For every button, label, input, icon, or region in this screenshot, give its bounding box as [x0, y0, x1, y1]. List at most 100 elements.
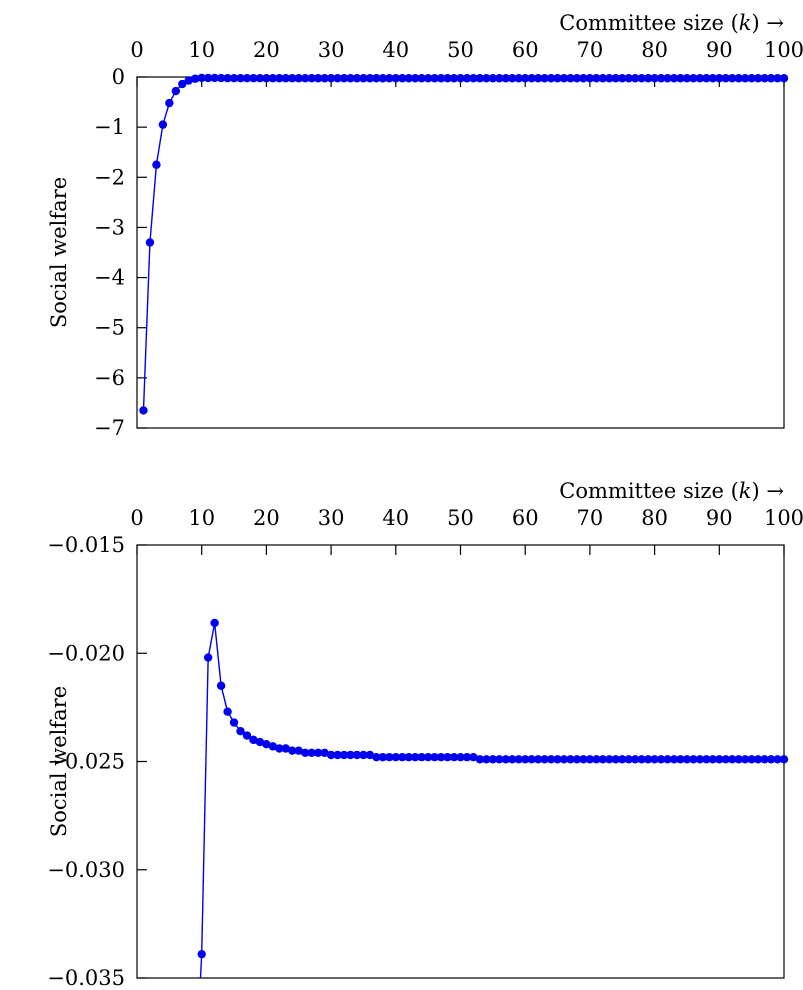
data-point [514, 74, 523, 83]
x-tick-label: 90 [706, 38, 733, 62]
data-point [508, 74, 517, 83]
data-point [423, 752, 433, 762]
x-tick-label: 70 [577, 38, 604, 62]
data-point [559, 755, 569, 764]
data-point [747, 74, 756, 83]
data-point [443, 752, 452, 762]
x-axis-title: Committee size (k) → [559, 479, 784, 503]
data-point [236, 726, 245, 736]
data-point [559, 74, 569, 83]
data-point [624, 74, 633, 83]
data-point [663, 755, 672, 764]
data-point [385, 752, 394, 762]
data-point [592, 755, 601, 764]
data-point [430, 752, 439, 762]
data-point [411, 752, 420, 762]
data-point [669, 755, 679, 764]
data-point [281, 74, 291, 83]
data-point [689, 74, 698, 83]
data-point [216, 73, 226, 83]
data-point [728, 74, 737, 83]
data-point [378, 74, 388, 83]
data-point [488, 74, 498, 83]
data-point [753, 755, 763, 764]
data-point [495, 74, 504, 83]
y-tick-label: −0.020 [47, 641, 125, 665]
data-point [501, 755, 510, 764]
chart-1: 0 10 20 30 40 50 60 70 80 90 100 0 −1 −2 −3 −4 −5 −6 −7 Com… [47, 11, 803, 440]
data-point [242, 73, 252, 83]
data-point [643, 74, 653, 83]
x-tick-label: 20 [253, 506, 280, 530]
data-point [249, 735, 258, 745]
data-point [676, 755, 685, 764]
data-point [540, 74, 549, 83]
data-point [637, 755, 646, 764]
x-tick-label: 40 [382, 506, 409, 530]
data-point [268, 74, 278, 83]
y-tick-label: −0.030 [47, 858, 125, 882]
data-point [352, 750, 362, 760]
data-point [262, 74, 271, 83]
data-point [307, 748, 316, 758]
x-tick-label: 100 [764, 506, 803, 530]
data-point [178, 79, 187, 89]
y-tick-label: −4 [94, 266, 125, 290]
data-point [288, 746, 297, 755]
data-point [210, 73, 219, 83]
data-point [236, 73, 245, 83]
data-point [650, 755, 659, 764]
data-point [365, 74, 375, 83]
data-point [255, 74, 265, 83]
data-point [339, 74, 349, 83]
data-point [611, 755, 620, 764]
data-point [229, 718, 239, 727]
data-point [443, 74, 452, 83]
data-point [313, 74, 323, 83]
x-tick-label: 60 [512, 506, 539, 530]
data-point [598, 74, 608, 83]
data-point [605, 74, 614, 83]
x-tick-label: 50 [447, 38, 474, 62]
data-point [326, 74, 336, 83]
data-point [469, 74, 478, 83]
data-point [779, 755, 789, 764]
data-point [320, 74, 329, 83]
data-point [203, 653, 213, 662]
data-point [352, 74, 362, 83]
data-point [572, 74, 582, 83]
data-point [365, 750, 375, 760]
data-point [326, 750, 336, 760]
data-point [462, 752, 472, 762]
data-point [734, 755, 743, 764]
data-point [747, 755, 756, 764]
data-point [708, 755, 718, 764]
data-point [391, 74, 400, 83]
data-point [449, 752, 459, 762]
data-point [346, 74, 355, 83]
y-tick-label: −0.035 [47, 966, 125, 990]
data-point [359, 750, 368, 760]
data-point [540, 755, 549, 764]
data-point [165, 98, 174, 108]
series-line [142, 77, 784, 411]
data-point [598, 755, 608, 764]
data-point [346, 750, 355, 760]
data-point [734, 74, 743, 83]
data-point [423, 74, 433, 83]
data-point [779, 74, 789, 83]
data-point [501, 74, 510, 83]
x-axis-title-part: k [739, 479, 752, 503]
data-point [630, 755, 640, 764]
data-point [449, 74, 459, 83]
series-line [199, 622, 784, 978]
x-tick-label: 100 [764, 38, 803, 62]
y-tick-label: −6 [94, 366, 125, 390]
y-tick-label: −2 [94, 165, 125, 189]
x-axis-title-part: ) → [752, 11, 784, 35]
data-point [760, 755, 769, 764]
data-point [339, 750, 349, 760]
data-point [773, 74, 782, 83]
data-point [301, 74, 310, 83]
data-point [766, 74, 776, 83]
